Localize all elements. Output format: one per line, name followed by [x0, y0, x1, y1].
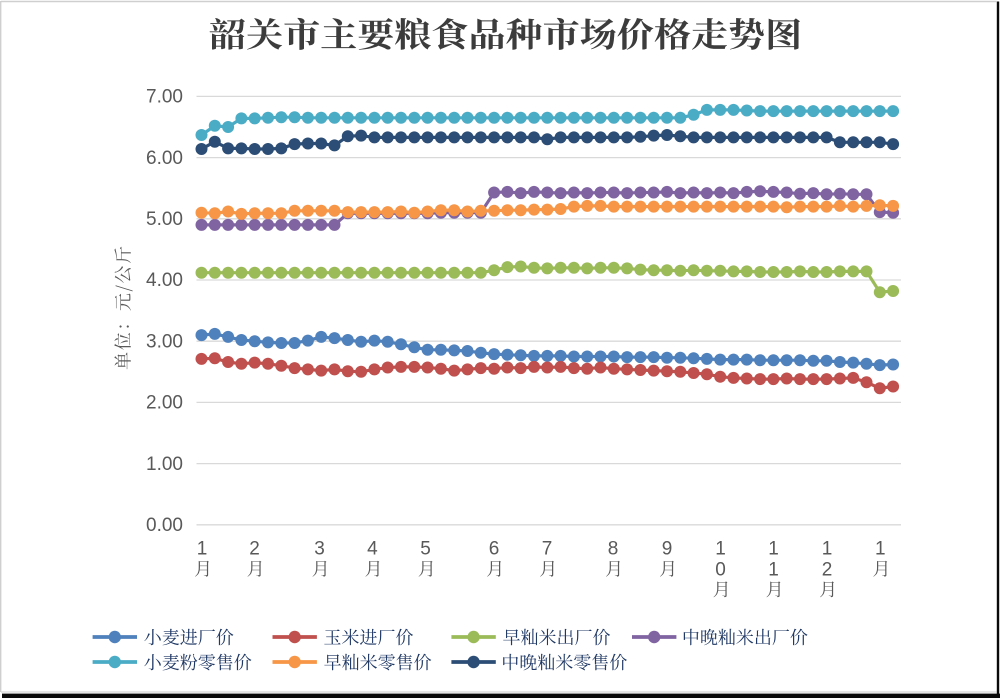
svg-text:3.00: 3.00: [146, 331, 183, 352]
svg-text:3: 3: [314, 539, 325, 560]
svg-text:5: 5: [420, 539, 431, 560]
svg-text:6.00: 6.00: [146, 148, 183, 169]
svg-text:7.00: 7.00: [146, 87, 183, 108]
svg-text:1: 1: [715, 539, 726, 560]
svg-text:0.00: 0.00: [146, 515, 183, 536]
svg-text:1: 1: [768, 560, 779, 581]
svg-text:4: 4: [367, 539, 378, 560]
svg-text:9: 9: [662, 539, 673, 560]
svg-text:1: 1: [822, 539, 833, 560]
svg-text:5.00: 5.00: [146, 209, 183, 230]
svg-text:2: 2: [822, 560, 833, 581]
svg-text:2: 2: [249, 539, 260, 560]
svg-text:0: 0: [715, 560, 726, 581]
svg-text:2.00: 2.00: [146, 393, 183, 414]
svg-text:7: 7: [542, 539, 553, 560]
svg-text:4.00: 4.00: [146, 270, 183, 291]
svg-text:1: 1: [197, 539, 208, 560]
svg-text:8: 8: [608, 539, 619, 560]
svg-text:6: 6: [489, 539, 500, 560]
svg-text:1: 1: [875, 539, 886, 560]
svg-text:1.00: 1.00: [146, 454, 183, 475]
svg-text:1: 1: [768, 539, 779, 560]
